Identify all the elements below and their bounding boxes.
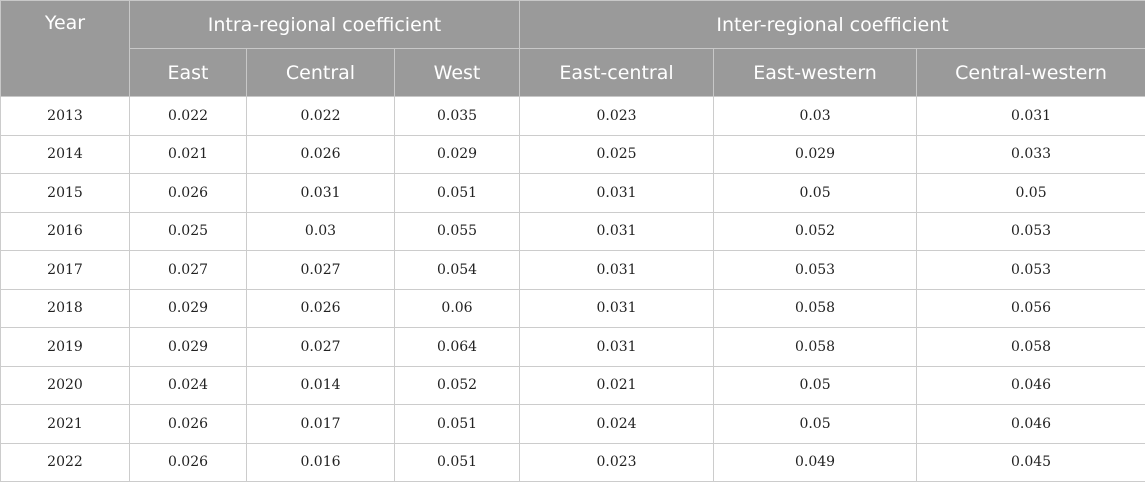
cell-east-central: 0.031 bbox=[520, 212, 714, 251]
cell-central-western: 0.045 bbox=[917, 443, 1145, 482]
cell-central-western: 0.031 bbox=[917, 97, 1145, 136]
cell-west: 0.052 bbox=[395, 366, 520, 405]
cell-west: 0.055 bbox=[395, 212, 520, 251]
column-header-east: East bbox=[130, 49, 247, 97]
cell-central-western: 0.046 bbox=[917, 405, 1145, 444]
cell-east-central: 0.031 bbox=[520, 328, 714, 367]
cell-year: 2021 bbox=[1, 405, 130, 444]
cell-central-western: 0.056 bbox=[917, 289, 1145, 328]
cell-east: 0.025 bbox=[130, 212, 247, 251]
cell-east-central: 0.031 bbox=[520, 174, 714, 213]
cell-year: 2016 bbox=[1, 212, 130, 251]
cell-east: 0.022 bbox=[130, 97, 247, 136]
cell-central-western: 0.046 bbox=[917, 366, 1145, 405]
header-row-groups: Year Intra-regional coefficient Inter-re… bbox=[1, 1, 1145, 49]
cell-east-western: 0.05 bbox=[714, 366, 917, 405]
cell-east-western: 0.05 bbox=[714, 405, 917, 444]
cell-east: 0.026 bbox=[130, 174, 247, 213]
column-header-west: West bbox=[395, 49, 520, 97]
cell-east-central: 0.024 bbox=[520, 405, 714, 444]
cell-west: 0.064 bbox=[395, 328, 520, 367]
cell-year: 2015 bbox=[1, 174, 130, 213]
cell-central: 0.026 bbox=[247, 135, 395, 174]
cell-central: 0.016 bbox=[247, 443, 395, 482]
column-header-central-western: Central-western bbox=[917, 49, 1145, 97]
year-header: Year bbox=[1, 1, 130, 97]
cell-year: 2013 bbox=[1, 97, 130, 136]
cell-east: 0.029 bbox=[130, 328, 247, 367]
cell-year: 2014 bbox=[1, 135, 130, 174]
cell-east-western: 0.053 bbox=[714, 251, 917, 290]
cell-east: 0.026 bbox=[130, 405, 247, 444]
cell-central: 0.03 bbox=[247, 212, 395, 251]
cell-east-western: 0.049 bbox=[714, 443, 917, 482]
cell-central: 0.026 bbox=[247, 289, 395, 328]
cell-east: 0.029 bbox=[130, 289, 247, 328]
cell-central-western: 0.053 bbox=[917, 251, 1145, 290]
cell-year: 2019 bbox=[1, 328, 130, 367]
cell-west: 0.035 bbox=[395, 97, 520, 136]
column-header-east-western: East-western bbox=[714, 49, 917, 97]
cell-east: 0.024 bbox=[130, 366, 247, 405]
cell-central: 0.014 bbox=[247, 366, 395, 405]
column-header-central: Central bbox=[247, 49, 395, 97]
cell-east-western: 0.058 bbox=[714, 328, 917, 367]
cell-east: 0.027 bbox=[130, 251, 247, 290]
table-header: Year Intra-regional coefficient Inter-re… bbox=[1, 1, 1145, 97]
cell-central: 0.027 bbox=[247, 328, 395, 367]
intra-regional-header: Intra-regional coefficient bbox=[130, 1, 520, 49]
cell-east-western: 0.03 bbox=[714, 97, 917, 136]
cell-east: 0.026 bbox=[130, 443, 247, 482]
cell-central: 0.017 bbox=[247, 405, 395, 444]
cell-west: 0.051 bbox=[395, 443, 520, 482]
cell-east-western: 0.05 bbox=[714, 174, 917, 213]
cell-west: 0.051 bbox=[395, 174, 520, 213]
cell-central-western: 0.033 bbox=[917, 135, 1145, 174]
cell-year: 2017 bbox=[1, 251, 130, 290]
cell-central-western: 0.05 bbox=[917, 174, 1145, 213]
cell-east-western: 0.029 bbox=[714, 135, 917, 174]
cell-east: 0.021 bbox=[130, 135, 247, 174]
cell-west: 0.029 bbox=[395, 135, 520, 174]
cell-year: 2022 bbox=[1, 443, 130, 482]
cell-central: 0.022 bbox=[247, 97, 395, 136]
cell-east-central: 0.031 bbox=[520, 289, 714, 328]
cell-west: 0.051 bbox=[395, 405, 520, 444]
column-header-east-central: East-central bbox=[520, 49, 714, 97]
cell-west: 0.06 bbox=[395, 289, 520, 328]
header-row-columns: East Central West East-central East-west… bbox=[1, 49, 1145, 97]
cell-central: 0.027 bbox=[247, 251, 395, 290]
cell-central-western: 0.053 bbox=[917, 212, 1145, 251]
cell-east-central: 0.025 bbox=[520, 135, 714, 174]
cell-west: 0.054 bbox=[395, 251, 520, 290]
cell-east-western: 0.052 bbox=[714, 212, 917, 251]
cell-central: 0.031 bbox=[247, 174, 395, 213]
cell-east-central: 0.031 bbox=[520, 251, 714, 290]
cell-year: 2020 bbox=[1, 366, 130, 405]
cell-year: 2018 bbox=[1, 289, 130, 328]
cell-central-western: 0.058 bbox=[917, 328, 1145, 367]
inter-regional-header: Inter-regional coefficient bbox=[520, 1, 1145, 49]
cell-east-western: 0.058 bbox=[714, 289, 917, 328]
cell-east-central: 0.023 bbox=[520, 97, 714, 136]
cell-east-central: 0.023 bbox=[520, 443, 714, 482]
cell-east-central: 0.021 bbox=[520, 366, 714, 405]
